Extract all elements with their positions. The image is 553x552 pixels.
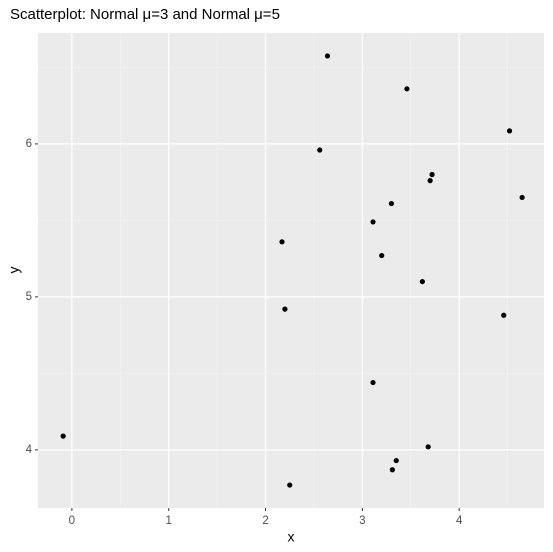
point [370, 379, 376, 386]
point [389, 467, 395, 473]
point [506, 128, 513, 134]
point [60, 433, 66, 439]
chart-title: Scatterplot: Normal μ=3 and Normal μ=5 [10, 6, 280, 23]
point [501, 312, 507, 318]
x-axis-title: x [288, 529, 295, 545]
x-tick-label: 0 [69, 515, 75, 527]
point [279, 239, 285, 245]
y-tick-label: 6 [26, 138, 32, 150]
point [425, 444, 431, 450]
y-tick-label: 5 [26, 291, 32, 303]
point [404, 86, 410, 92]
point [287, 482, 293, 488]
point [393, 457, 399, 464]
point [419, 278, 425, 285]
panel [38, 33, 544, 508]
point [317, 147, 323, 153]
point [427, 178, 433, 184]
x-tick-label: 4 [456, 515, 463, 527]
x-tick-label: 3 [359, 515, 365, 527]
x-tick-label: 2 [262, 515, 268, 527]
y-axis-title: y [6, 267, 22, 274]
point [388, 200, 395, 207]
point [282, 306, 288, 312]
y-tick-label: 4 [26, 444, 33, 456]
point [370, 219, 376, 225]
point [324, 53, 331, 59]
point [379, 252, 385, 259]
x-tick-label: 1 [166, 515, 172, 527]
point [519, 194, 525, 201]
point [429, 171, 435, 178]
